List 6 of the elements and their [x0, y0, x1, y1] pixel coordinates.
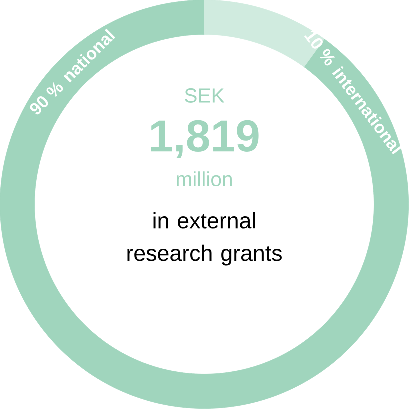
text: 1,819 — [151, 120, 259, 159]
text: SEK — [185, 88, 225, 103]
text: million — [177, 172, 232, 187]
data-label: 90 % — [30, 82, 64, 115]
text: in external research grants — [128, 212, 282, 266]
data-label: 10 % — [304, 30, 336, 66]
